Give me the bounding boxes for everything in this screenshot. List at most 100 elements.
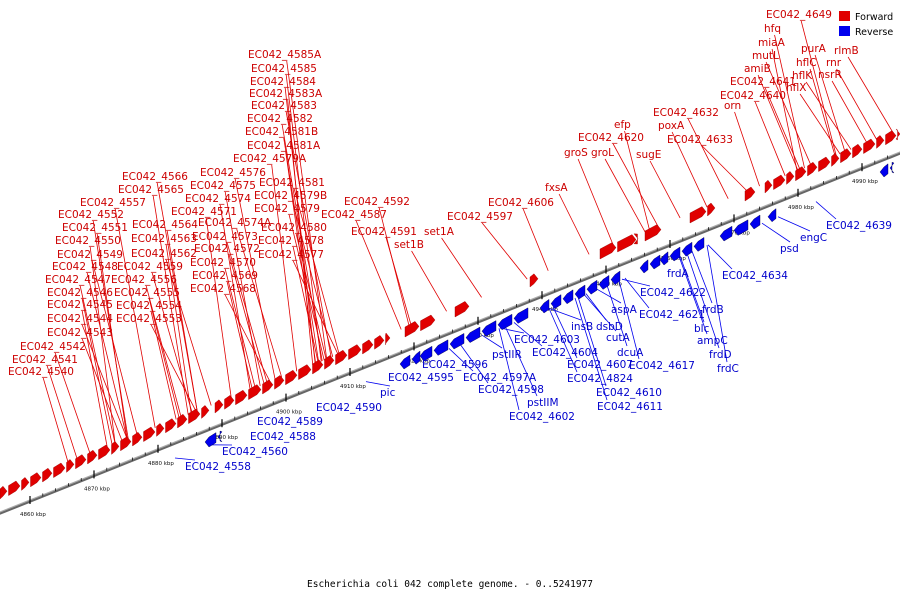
reverse-leader-line xyxy=(174,457,196,461)
forward-leader-line xyxy=(54,352,91,455)
forward-gene-label-miaa: miaA xyxy=(758,37,786,49)
reverse-gene-feature xyxy=(669,246,681,262)
reverse-leader-line xyxy=(621,278,651,287)
reverse-leader-line xyxy=(679,255,705,323)
forward-leader-line xyxy=(151,272,193,414)
forward-gene-feature xyxy=(818,156,831,172)
reverse-gene-label-ec042-4602: EC042_4602 xyxy=(509,411,575,423)
reverse-gene-feature xyxy=(513,307,529,324)
reverse-leader-line xyxy=(513,322,543,347)
forward-gene-feature xyxy=(348,344,362,360)
forward-leader-line xyxy=(604,158,646,233)
reverse-gene-label-ec042-4560: EC042_4560 xyxy=(222,446,288,458)
reverse-gene-feature xyxy=(598,275,610,290)
forward-gene-feature xyxy=(773,174,786,190)
forward-gene-label-ec042-4557: EC042_4557 xyxy=(80,197,146,209)
forward-leader-line xyxy=(150,311,177,420)
axis-tick-label: 4860 kbp xyxy=(20,512,46,518)
reverse-leader-line xyxy=(548,308,582,321)
label-leader-lines xyxy=(42,20,894,463)
forward-gene-feature xyxy=(143,426,156,442)
forward-leader-line xyxy=(757,74,799,171)
forward-gene-feature xyxy=(87,449,98,465)
forward-gene-feature xyxy=(177,413,188,429)
forward-gene-label-ec042-4544: EC042_4544 xyxy=(47,313,113,325)
forward-gene-feature xyxy=(0,485,8,500)
forward-gene-label-ec042-4563: EC042_4563 xyxy=(131,233,197,245)
forward-gene-label-ec042-4641: EC042_4641 xyxy=(730,76,796,88)
forward-gene-label-ec042-4565: EC042_4565 xyxy=(118,184,184,196)
reverse-gene-label-ec042-4611: EC042_4611 xyxy=(597,401,663,413)
forward-gene-label-ec042-4577: EC042_4577 xyxy=(258,249,324,261)
forward-gene-label-ec042-4582: EC042_4582 xyxy=(247,113,313,125)
forward-leader-line xyxy=(96,233,128,440)
forward-leader-line xyxy=(671,131,708,208)
forward-gene-feature xyxy=(156,423,165,437)
forward-gene-label-ec042-4550: EC042_4550 xyxy=(55,235,121,247)
forward-leader-line xyxy=(89,246,116,444)
reverse-leader-line xyxy=(459,343,489,384)
forward-gene-label-ec042-4579b: EC042_4579B xyxy=(254,190,327,202)
forward-gene-feature xyxy=(214,399,224,414)
forward-gene-label-ec042-4540: EC042_4540 xyxy=(8,366,74,378)
reverse-gene-label-ec042-4604: EC042_4604 xyxy=(532,347,598,359)
reverse-gene-feature xyxy=(610,270,621,285)
forward-gene-label-ec042-4562: EC042_4562 xyxy=(131,248,197,260)
forward-gene-label-ec042-4574a: EC042_4574A xyxy=(198,217,272,229)
forward-gene-label-ec042-4556: EC042_4556 xyxy=(111,274,177,286)
forward-leader-line xyxy=(46,365,78,460)
reverse-leader-line xyxy=(365,381,391,387)
forward-gene-label-hflc: hflC xyxy=(796,57,817,69)
forward-leader-line xyxy=(292,260,339,355)
forward-gene-feature xyxy=(30,472,42,488)
axis-ticks: 4860 kbp 4870 kbp 4880 kbp 4890 kbp 4900 kbp… xyxy=(20,155,888,518)
forward-gene-label-ec042-4543: EC042_4543 xyxy=(47,327,113,339)
forward-leader-line xyxy=(81,310,108,448)
reverse-leader-line xyxy=(678,256,708,335)
forward-leader-line xyxy=(577,158,614,245)
map-caption: Escherichia coli 042 complete genome. - … xyxy=(307,579,593,590)
forward-leader-line xyxy=(355,220,402,330)
reverse-gene-feature xyxy=(449,333,465,350)
forward-gene-feature xyxy=(885,130,897,146)
forward-leader-line xyxy=(612,143,659,227)
forward-gene-feature xyxy=(75,454,87,470)
forward-leader-line xyxy=(79,285,116,445)
reverse-gene-feature xyxy=(733,219,749,236)
axis-tick-label: 4950 kbp xyxy=(596,282,622,288)
reverse-leader-line xyxy=(761,222,791,243)
forward-gene-feature xyxy=(795,166,807,182)
forward-gene-label-ec042-4541: EC042_4541 xyxy=(12,354,78,366)
reverse-gene-feature xyxy=(217,430,223,443)
forward-leader-line xyxy=(831,80,868,144)
reverse-gene-label-ec042-4597a: EC042_4597A xyxy=(463,372,537,384)
reverse-gene-feature xyxy=(433,339,449,356)
axis-tick-label: 4980 kbp xyxy=(788,205,814,211)
forward-leader-line xyxy=(814,54,846,153)
forward-gene-feature xyxy=(8,480,21,496)
forward-gene-feature xyxy=(786,171,795,185)
reverse-gene-label-ec042-4558: EC042_4558 xyxy=(185,461,251,473)
forward-gene-label-ec042-4585: EC042_4585 xyxy=(251,63,317,75)
forward-leader-line xyxy=(287,99,314,365)
forward-gene-label-ec042-4587: EC042_4587 xyxy=(321,209,387,221)
forward-leader-line xyxy=(481,222,528,280)
forward-leader-line xyxy=(774,34,805,169)
forward-gene-label-ec042-4579a: EC042_4579A xyxy=(233,153,307,165)
reverse-gene-feature xyxy=(693,237,705,252)
forward-gene-feature xyxy=(120,436,132,452)
reverse-gene-feature xyxy=(539,299,550,314)
forward-leader-line xyxy=(152,195,189,415)
reverse-gene-label-engc: engC xyxy=(800,232,827,244)
forward-gene-feature xyxy=(188,408,201,424)
forward-leader-line xyxy=(205,217,232,398)
forward-gene-feature xyxy=(404,321,420,338)
reverse-gene-feature xyxy=(411,350,421,365)
reverse-leader-line xyxy=(548,308,578,373)
forward-gene-label-nsrr: nsrR xyxy=(818,69,842,81)
forward-gene-label-amib: amiB xyxy=(744,63,771,75)
forward-leader-line xyxy=(285,74,322,362)
reverse-gene-label-ec042-4824: EC042_4824 xyxy=(567,373,633,385)
forward-gene-label-ec042-4573: EC042_4573 xyxy=(192,231,258,243)
forward-gene-label-ec042-4640: EC042_4640 xyxy=(720,90,786,102)
